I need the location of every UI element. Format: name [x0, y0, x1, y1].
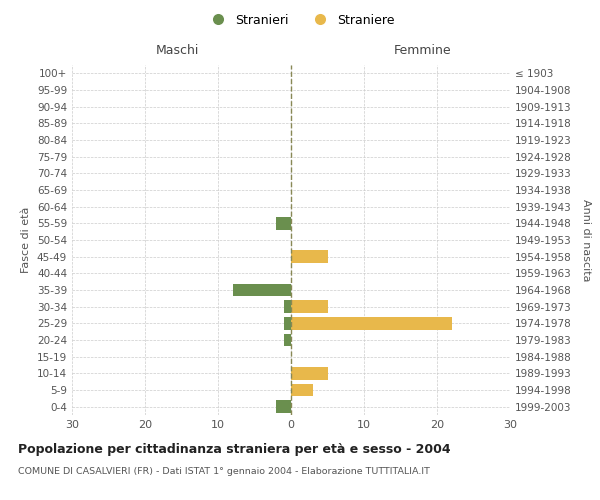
Bar [284, 317, 291, 330]
Y-axis label: Anni di nascita: Anni di nascita [581, 198, 591, 281]
Bar [291, 367, 328, 380]
Legend: Stranieri, Straniere: Stranieri, Straniere [200, 8, 400, 32]
Bar [277, 217, 291, 230]
Bar [277, 400, 291, 413]
Bar [291, 250, 328, 263]
Text: Popolazione per cittadinanza straniera per età e sesso - 2004: Popolazione per cittadinanza straniera p… [18, 442, 451, 456]
Bar [284, 334, 291, 346]
Bar [284, 300, 291, 313]
Bar [291, 300, 328, 313]
Text: Femmine: Femmine [394, 44, 452, 58]
Text: Maschi: Maschi [155, 44, 199, 58]
Y-axis label: Fasce di età: Fasce di età [22, 207, 31, 273]
Bar [291, 317, 452, 330]
Bar [233, 284, 291, 296]
Bar [291, 384, 313, 396]
Text: COMUNE DI CASALVIERI (FR) - Dati ISTAT 1° gennaio 2004 - Elaborazione TUTTITALIA: COMUNE DI CASALVIERI (FR) - Dati ISTAT 1… [18, 468, 430, 476]
